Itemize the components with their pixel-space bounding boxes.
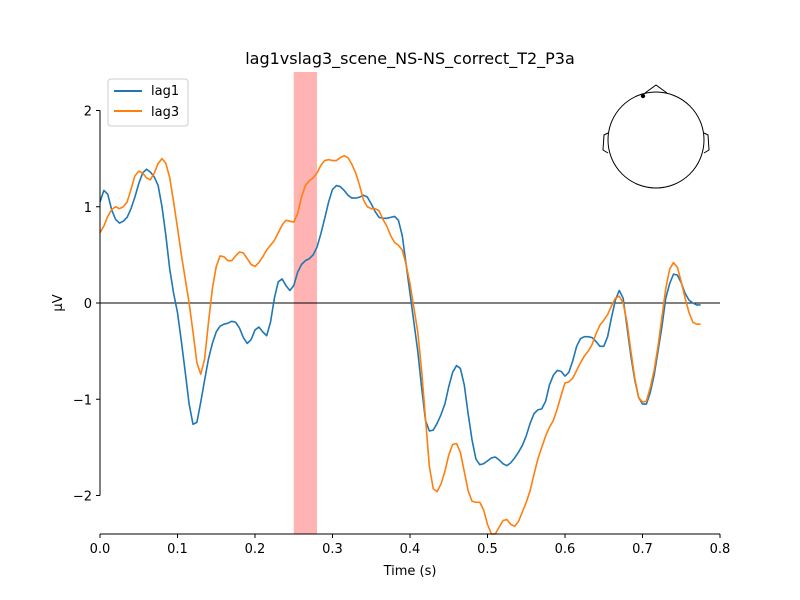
y-tick-label: 2 [84, 105, 92, 120]
x-tick-label: 0.3 [322, 542, 343, 557]
x-tick-label: 0.1 [167, 542, 188, 557]
legend: lag1 lag3 [107, 78, 189, 127]
x-tick-label: 0.5 [477, 542, 498, 557]
y-tick-label: 0 [84, 297, 92, 312]
head-right-ear [703, 132, 710, 154]
x-axis-label: Time (s) [383, 564, 437, 579]
y-axis-label: µV [51, 294, 66, 311]
y-tick-label: 1 [84, 201, 92, 216]
series-line-lag1 [99, 168, 701, 467]
head-outline [607, 91, 705, 189]
x-tick-label: 0.4 [400, 542, 421, 557]
legend-label-lag1: lag1 [151, 84, 179, 99]
x-tick-label: 0.7 [632, 542, 653, 557]
y-tick-label: −1 [73, 393, 92, 408]
x-tick-label: 0.8 [710, 542, 731, 557]
head-left-ear [602, 132, 609, 154]
y-tick-label: −2 [73, 490, 92, 505]
x-tick-label: 0.2 [245, 542, 266, 557]
series-layer [99, 154, 701, 535]
sensor-head-icon [602, 84, 710, 189]
chart-title: lag1vslag3_scene_NS-NS_correct_T2_P3a [245, 49, 575, 69]
ticks-layer: 0.0 0.1 0.2 0.3 0.4 0.5 0.6 0.7 0.8 −2 −1 0 1 2 [73, 105, 731, 558]
x-tick-label: 0.0 [90, 542, 111, 557]
x-tick-label: 0.6 [555, 542, 576, 557]
series-line-lag3 [99, 154, 701, 535]
legend-label-lag3: lag3 [151, 105, 179, 120]
head-nose [644, 84, 668, 94]
sensor-marker [640, 93, 646, 99]
